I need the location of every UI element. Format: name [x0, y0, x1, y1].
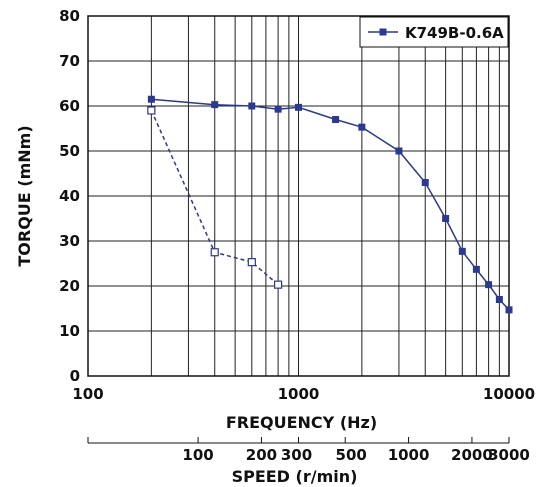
data-point — [147, 95, 155, 103]
data-point — [442, 215, 450, 222]
series-layer — [147, 95, 513, 314]
speed-tick-label: 100 — [182, 446, 213, 464]
speed-tick-label: 200 — [246, 446, 277, 464]
speed-tick-label: 1000 — [388, 446, 430, 464]
data-point — [274, 280, 283, 289]
x-axis-title: FREQUENCY (Hz) — [226, 413, 377, 432]
data-point — [248, 102, 256, 110]
grid — [87, 15, 509, 377]
x-axis-ticks: 100 1000 10000 — [72, 385, 535, 403]
data-point — [332, 116, 340, 123]
x-tick-label: 1000 — [278, 385, 320, 403]
data-point — [495, 296, 503, 303]
data-point — [295, 103, 302, 111]
y-tick-label: 70 — [59, 52, 80, 70]
legend-entry: K749B-0.6A — [405, 24, 504, 42]
speed-tick-label: 2000 — [451, 446, 493, 464]
speed-tick-label: 500 — [336, 446, 367, 464]
x-tick-label: 10000 — [483, 385, 535, 403]
data-point — [485, 281, 493, 289]
data-point — [211, 101, 219, 109]
data-point — [458, 247, 466, 255]
speed-tick-label: 3000 — [488, 446, 530, 464]
y-tick-label: 40 — [59, 187, 80, 205]
data-point — [210, 248, 219, 257]
y-tick-label: 20 — [59, 277, 80, 295]
x-tick-label: 100 — [72, 385, 103, 403]
data-point — [274, 105, 282, 113]
speed-axis-title: SPEED (r/min) — [232, 467, 358, 486]
speed-tick-label: 300 — [281, 446, 312, 464]
y-tick-label: 30 — [59, 232, 80, 250]
series-line-dashed — [150, 110, 279, 286]
data-point — [395, 147, 403, 155]
data-point — [247, 258, 256, 267]
y-tick-label: 80 — [59, 7, 80, 25]
y-tick-label: 50 — [59, 142, 80, 160]
data-point — [472, 265, 480, 273]
y-tick-label: 60 — [59, 97, 80, 115]
legend: K749B-0.6A — [359, 16, 509, 48]
plot-frame — [87, 15, 510, 377]
data-point — [505, 306, 513, 314]
data-point — [147, 106, 156, 115]
y-axis-title: TORQUE (mNm) — [15, 125, 34, 266]
series-line-solid — [151, 98, 510, 311]
data-point — [358, 123, 366, 131]
y-tick-label: 0 — [70, 367, 80, 385]
data-point — [421, 179, 429, 186]
legend-marker — [379, 28, 387, 36]
y-tick-label: 10 — [59, 322, 80, 340]
y-axis-ticks: 0 10 20 30 40 50 60 70 80 — [59, 7, 80, 385]
